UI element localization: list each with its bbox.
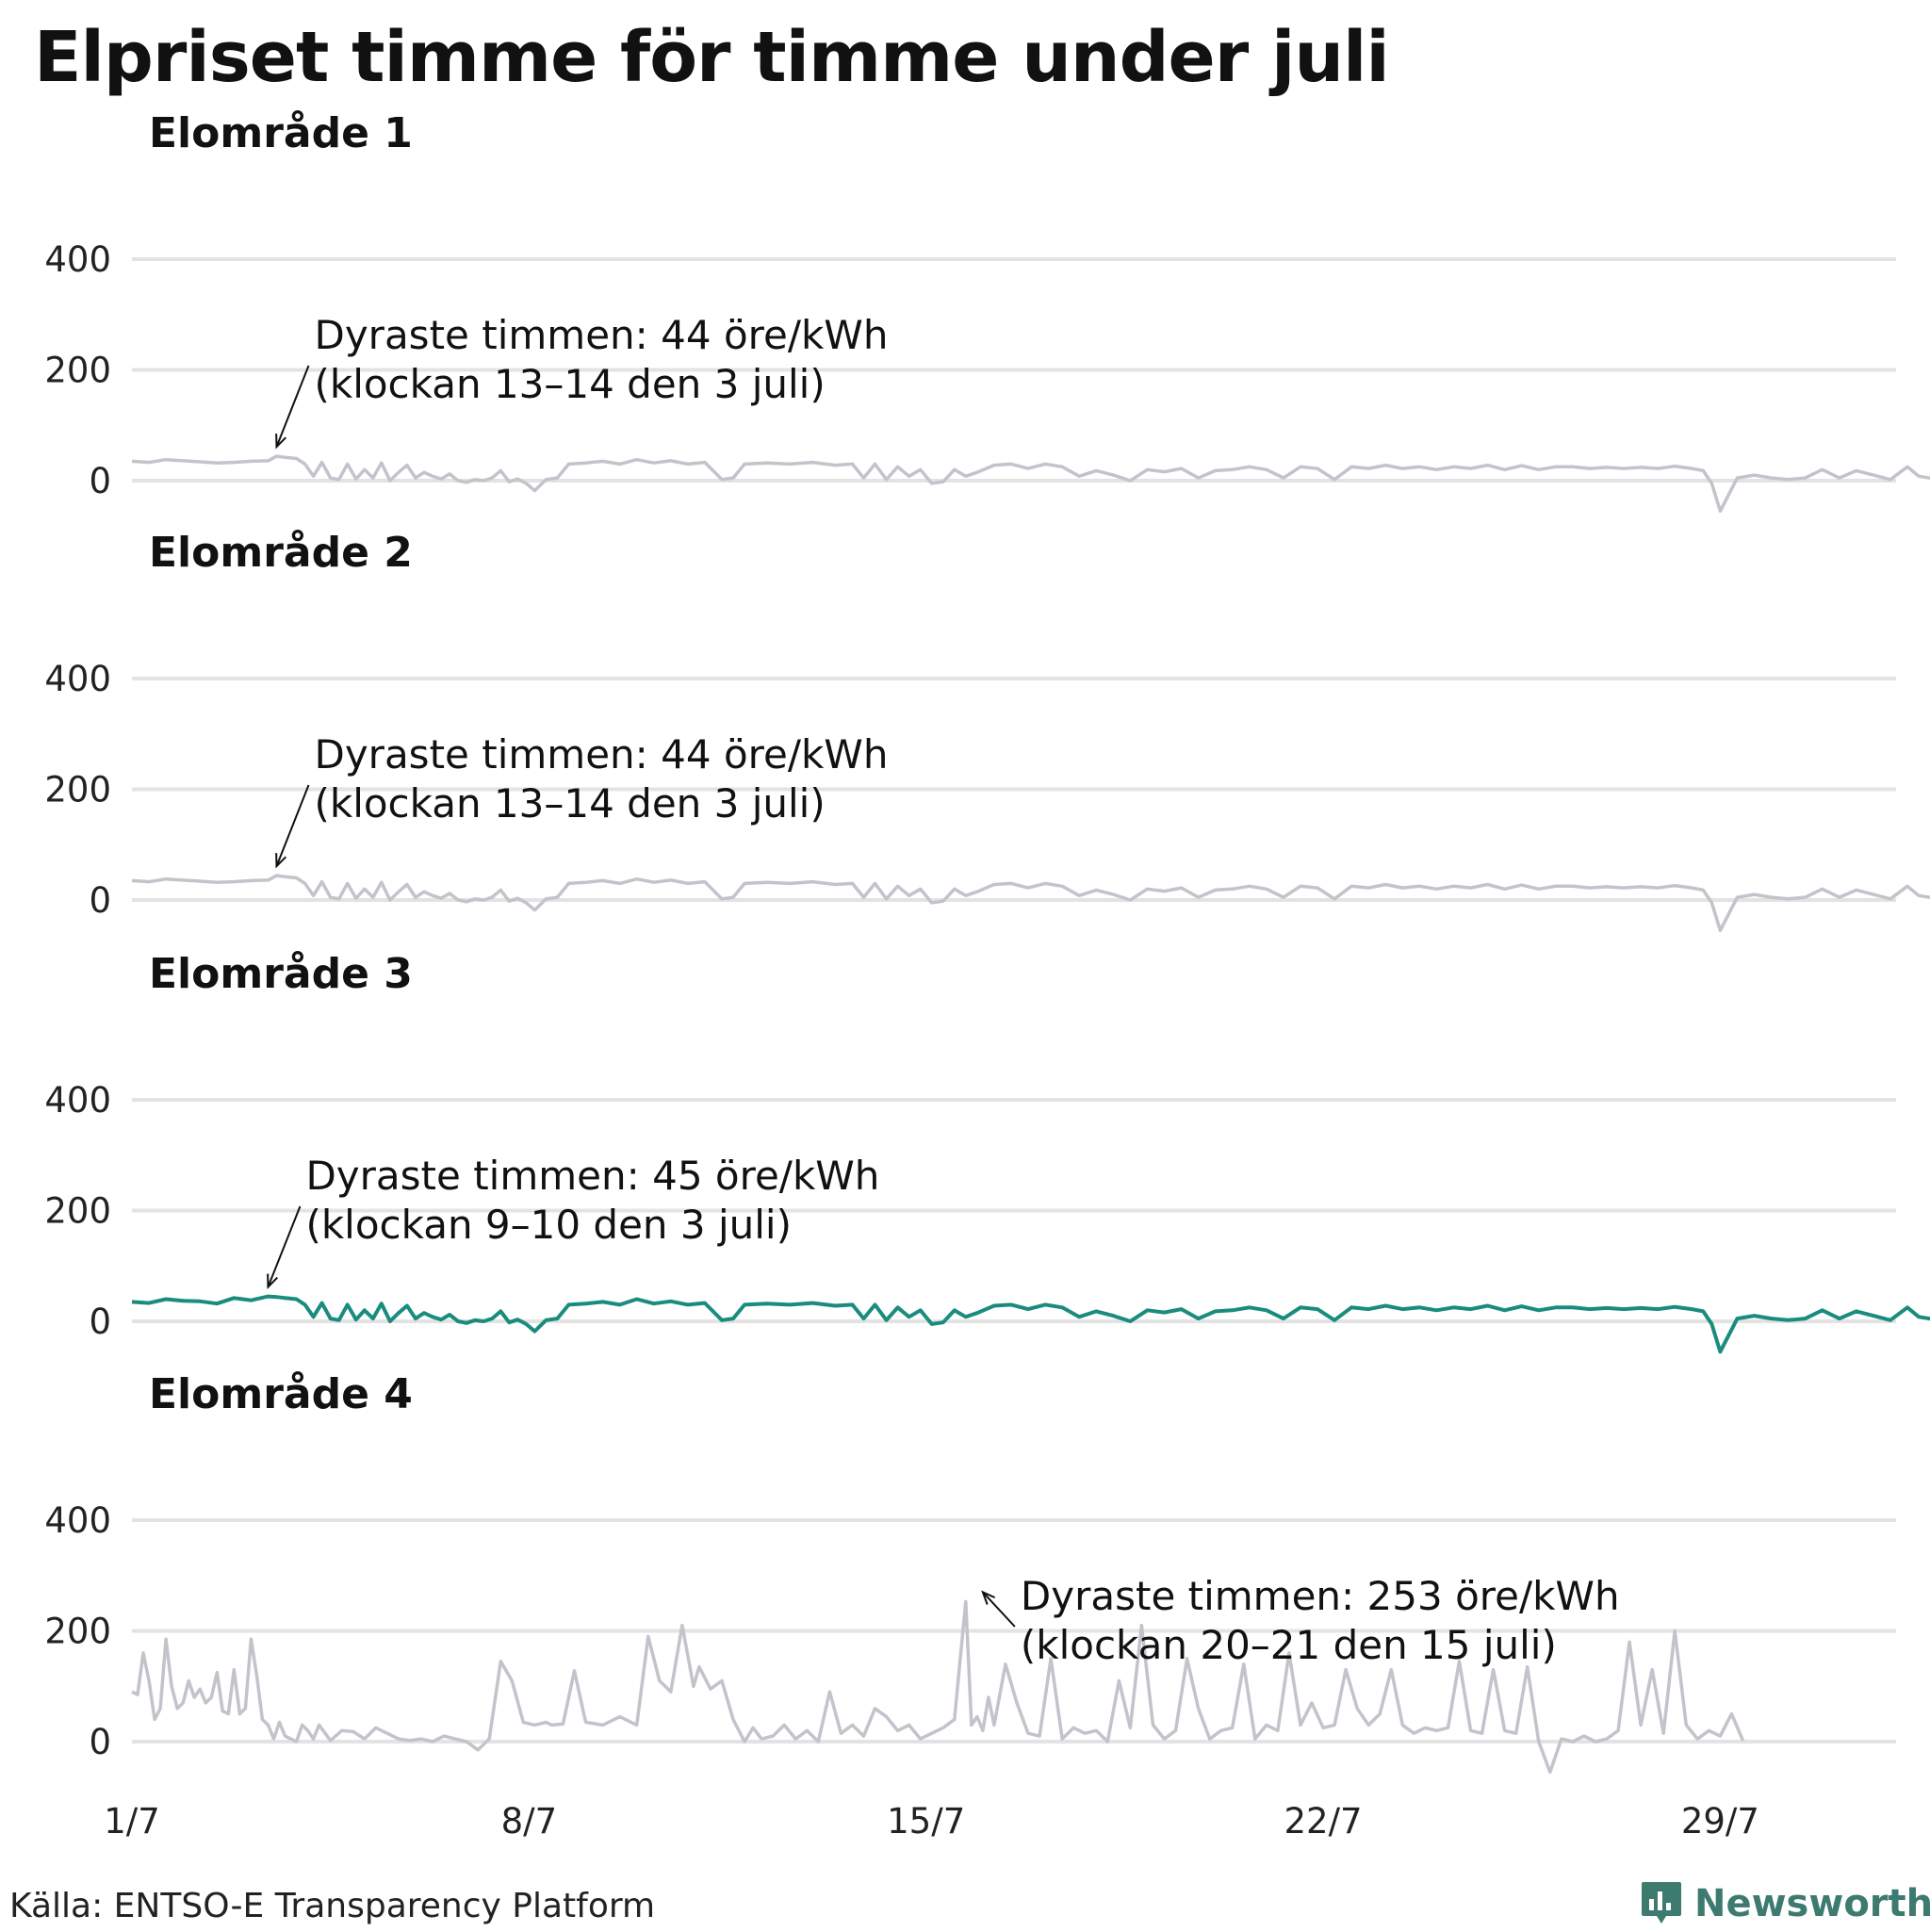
y-tick-label: 0 (89, 1302, 111, 1342)
y-tick-label: 0 (89, 461, 111, 501)
panel-title: Elområde 4 (149, 1370, 413, 1418)
series-line (131, 454, 1930, 514)
y-tick-label: 200 (44, 770, 111, 810)
y-tick-label: 400 (44, 239, 111, 280)
y-tick-label: 400 (44, 1500, 111, 1541)
annotation-arrow (982, 1591, 1016, 1628)
y-tick-label: 200 (44, 1191, 111, 1232)
annotation-arrowhead (275, 434, 287, 450)
page-title: Elpriset timme för timme under juli (34, 17, 1390, 98)
annotation-arrowhead (981, 1590, 996, 1605)
annotation-text: Dyraste timmen: 44 öre/kWh (314, 312, 888, 358)
y-tick-label: 0 (89, 1722, 111, 1762)
annotation-text: Dyraste timmen: 253 öre/kWh (1021, 1573, 1620, 1619)
y-tick-label: 200 (44, 1612, 111, 1652)
y-tick-label: 400 (44, 659, 111, 699)
annotation-arrow (275, 784, 310, 867)
x-tick-label: 8/7 (501, 1801, 558, 1842)
annotation-text: (klockan 13–14 den 3 juli) (314, 780, 825, 827)
panel-title: Elområde 1 (149, 109, 413, 157)
y-tick-label: 0 (89, 880, 111, 921)
series-line (131, 874, 1930, 933)
annotation-arrowhead (275, 853, 287, 869)
y-tick-label: 200 (44, 351, 111, 391)
annotation-text: (klockan 9–10 den 3 juli) (305, 1202, 792, 1248)
panel-title: Elområde 2 (149, 529, 413, 577)
brand-name: Newsworthy (1694, 1882, 1930, 1925)
annotation-arrowhead (267, 1273, 279, 1289)
x-tick-label: 1/7 (104, 1801, 160, 1842)
brand-logo[interactable]: Newsworthy (1640, 1875, 1930, 1932)
annotation-text: (klockan 20–21 den 15 juli) (1021, 1622, 1557, 1668)
source-caption: Källa: ENTSO-E Transparency Platform (9, 1887, 656, 1925)
annotation-arrow (267, 1205, 302, 1287)
annotation-text: Dyraste timmen: 44 öre/kWh (314, 731, 888, 778)
annotation-text: (klockan 13–14 den 3 juli) (314, 361, 825, 407)
y-tick-label: 400 (44, 1080, 111, 1121)
panel-title: Elområde 3 (149, 950, 413, 998)
x-tick-label: 15/7 (887, 1801, 965, 1842)
series-line-highlight (131, 1294, 1930, 1354)
x-tick-label: 22/7 (1284, 1801, 1363, 1842)
newsworthy-logo-icon (1642, 1882, 1681, 1924)
x-tick-label: 29/7 (1681, 1801, 1759, 1842)
annotation-text: Dyraste timmen: 45 öre/kWh (305, 1153, 879, 1199)
annotation-arrow (275, 365, 310, 448)
series-line (131, 1599, 1745, 1775)
